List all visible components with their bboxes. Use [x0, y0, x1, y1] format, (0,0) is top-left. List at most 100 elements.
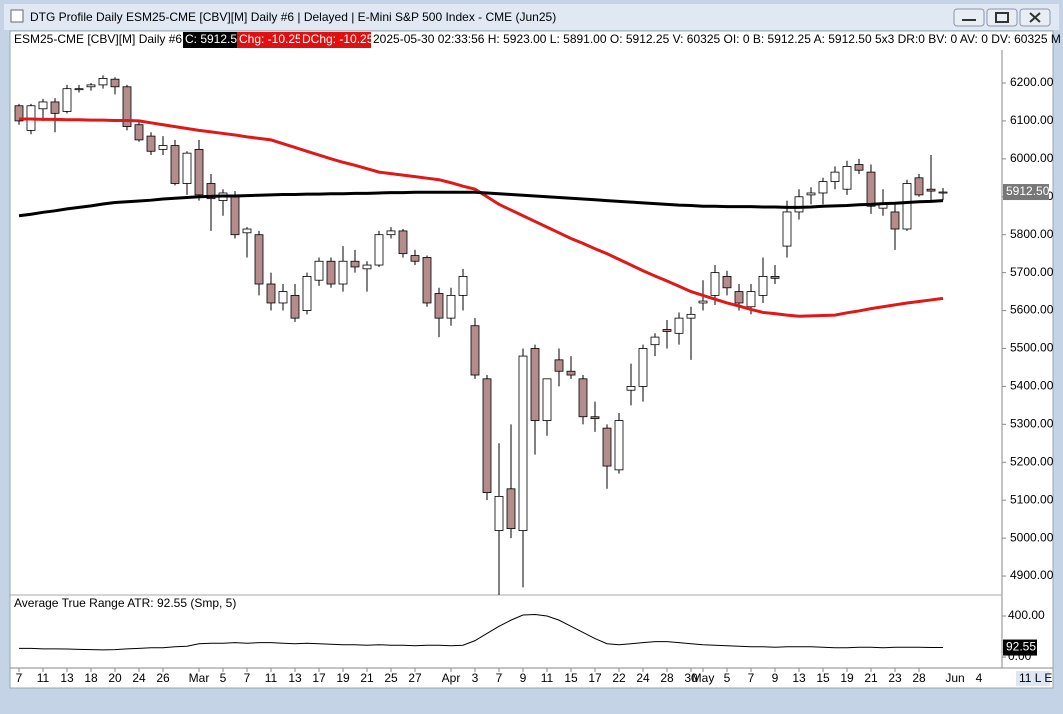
info-close: C: 5912.50 [185, 32, 244, 46]
candle-body [926, 188, 936, 192]
candle-body [182, 152, 192, 184]
x-tick-label: 4 [976, 671, 983, 685]
candle-body [338, 260, 348, 285]
x-tick-label: 26 [156, 671, 170, 685]
maximize-button[interactable] [986, 8, 1018, 27]
x-tick-label: 23 [888, 671, 902, 685]
candle-body [62, 88, 72, 112]
candle-body [842, 166, 852, 190]
x-tick-label: 20 [108, 671, 122, 685]
candle-body [386, 230, 396, 236]
x-tick-label: 7 [748, 671, 755, 685]
candle-body [854, 164, 864, 171]
maximize-icon [995, 12, 1009, 23]
candle-body [374, 234, 384, 266]
x-tick-label: 9 [520, 671, 527, 685]
close-icon [1029, 12, 1041, 23]
app-icon [10, 9, 24, 23]
x-tick-label: 11 [541, 671, 554, 685]
x-tick-label: 22 [612, 671, 626, 685]
x-tick-label: 24 [132, 671, 146, 685]
candle-body [206, 183, 216, 200]
candle-body [38, 101, 48, 110]
candle-body [398, 230, 408, 255]
x-tick-label: 24 [636, 671, 650, 685]
x-tick-label: 27 [408, 671, 422, 685]
x-tick-label: Mar [189, 671, 210, 685]
candle-body [818, 181, 828, 194]
candle-body [242, 228, 252, 234]
candle-body [254, 234, 264, 285]
x-tick-label: 13 [792, 671, 806, 685]
x-tick-label: 13 [288, 671, 302, 685]
window-title: DTG Profile Daily ESM25-CME [CBV][M] Dai… [30, 10, 556, 24]
candle-body [506, 488, 516, 530]
candle-body [554, 359, 564, 372]
info-dchg: DChg: -10.25 [302, 32, 374, 46]
candle-body [614, 420, 624, 471]
candle-body [518, 355, 528, 531]
candle-body [410, 255, 420, 262]
candle-body [194, 148, 204, 196]
candle-body [146, 135, 156, 152]
candle-body [314, 260, 324, 281]
candle-body [578, 378, 588, 418]
x-tick-label: 25 [384, 671, 398, 685]
candle-body [782, 211, 792, 247]
candle-body [278, 291, 288, 304]
y-tick-label: 5400.00 [1010, 379, 1054, 393]
x-tick-label: 11 [37, 671, 50, 685]
candle-body [74, 88, 84, 91]
minimize-button[interactable] [953, 8, 985, 27]
candle-body [98, 78, 108, 86]
x-tick-label: 19 [840, 671, 854, 685]
y-tick-label: 5000.00 [1010, 530, 1054, 544]
candle-body [686, 313, 696, 319]
candle-body [794, 196, 804, 213]
candle-body [758, 276, 768, 296]
y-tick-label: 5300.00 [1010, 417, 1054, 431]
candle-body [350, 260, 360, 268]
indicator-last-label: 92.55 [1006, 640, 1036, 654]
x-tick-label: 11 [265, 671, 278, 685]
status-text: 11 L E [1019, 671, 1052, 685]
candle-body [470, 325, 480, 376]
candle-body [890, 211, 900, 230]
indicator-title: Average True Range ATR: 92.55 (Smp, 5) [14, 596, 236, 610]
candle-body [746, 291, 756, 308]
x-tick-label: 21 [360, 671, 374, 685]
candle-body [638, 348, 648, 387]
candle-body [698, 300, 708, 304]
candle-body [326, 260, 336, 285]
info-chg: Chg: -10.25 [239, 32, 302, 46]
x-tick-label: May [692, 671, 715, 685]
candle-body [914, 177, 924, 196]
candle-body [446, 294, 456, 319]
dchg-box [300, 32, 371, 48]
candle-body [530, 348, 540, 421]
candle-body [806, 192, 816, 196]
y-tick-label: 4900.00 [1010, 568, 1054, 582]
candle-body [14, 105, 24, 122]
candle-body [770, 276, 780, 279]
candle-body [122, 86, 132, 128]
chg-box [237, 32, 300, 48]
candle-body [362, 264, 372, 270]
x-tick-label: 7 [16, 671, 23, 685]
x-tick-label: 3 [472, 671, 479, 685]
candle-body [650, 336, 660, 346]
candle-body [458, 276, 468, 296]
title-bar [4, 4, 1059, 30]
x-tick-label: 5 [220, 671, 227, 685]
candle-body [722, 276, 732, 289]
candle-body [830, 171, 840, 183]
y-tick-label: 6000.00 [1010, 151, 1054, 165]
candle-body [110, 78, 120, 88]
x-tick-label: Apr [442, 671, 461, 685]
candle-body [566, 370, 576, 376]
candle-body [302, 276, 312, 311]
candle-body [50, 101, 60, 114]
indicator-last-box [1003, 639, 1037, 656]
